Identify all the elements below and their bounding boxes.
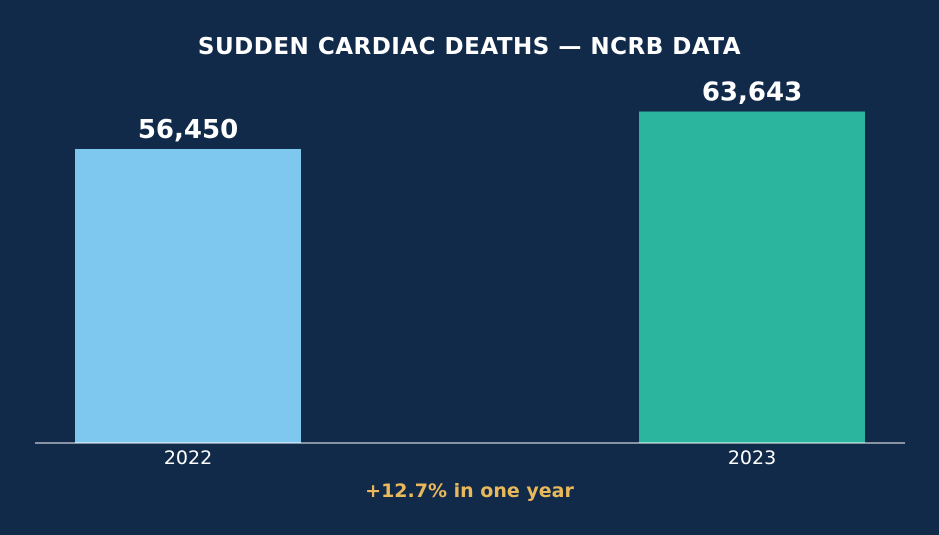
value-label-2022: 56,450 — [138, 115, 238, 145]
chart-title: SUDDEN CARDIAC DEATHS — NCRB DATA — [198, 34, 741, 60]
growth-annotation: +12.7% in one year — [365, 480, 574, 502]
x-tick-label-2022: 2022 — [164, 447, 212, 469]
labels-group: 56,450 2022 63,643 2023 — [138, 78, 802, 469]
value-label-2023: 63,643 — [702, 78, 802, 108]
bars-group — [75, 111, 865, 444]
x-tick-label-2023: 2023 — [728, 447, 776, 469]
bar-2023 — [639, 111, 865, 444]
bar-2022 — [75, 148, 301, 444]
